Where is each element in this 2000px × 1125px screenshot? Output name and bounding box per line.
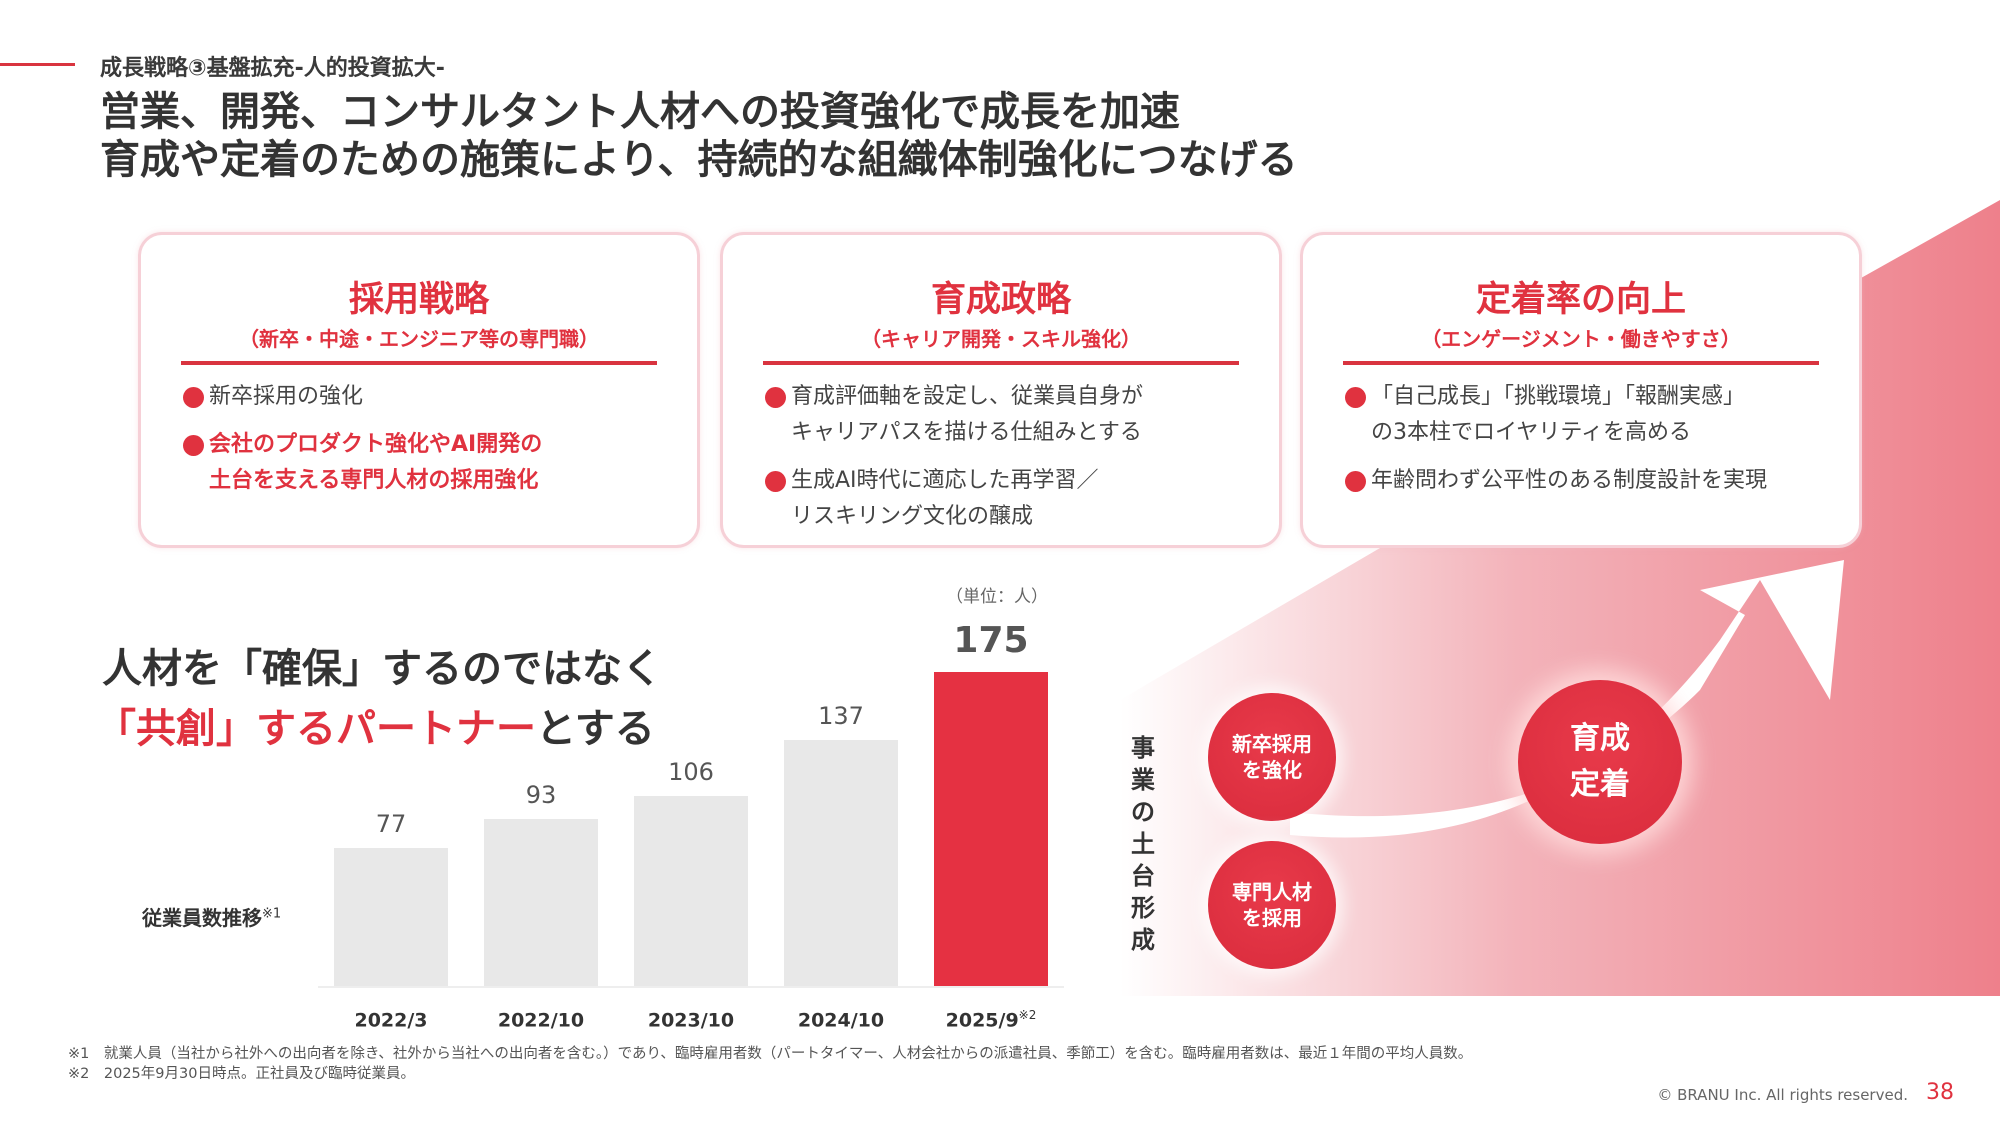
arrow-up-right-icon	[1290, 560, 1844, 838]
bullet-text: 「自己成長」「挑戦環境」「報酬実感」 の3本柱でロイヤリティを高める	[1371, 384, 1746, 445]
chart-unit: （単位：人）	[946, 587, 1048, 607]
circle1-text: 新卒採用 を強化	[1232, 732, 1312, 782]
footnote-1: ※1 就業人員（当社から社外への出向者を除き、社外から当社への出向者を含む。）で…	[68, 1046, 1473, 1062]
circle2-text: 専門人材 を採用	[1232, 880, 1312, 930]
bar-value-label: 93	[525, 781, 557, 810]
category-text: 2022/10	[497, 1009, 585, 1032]
message-highlight: 「共創」するパートナー	[96, 706, 536, 752]
bullet-item: 生成AI時代に適応した再学習／ リスキリング文化の醸成	[765, 463, 1259, 535]
bar-2023/10	[634, 795, 748, 986]
message-rest: とする	[536, 706, 655, 752]
bullet-dot-icon	[1345, 471, 1366, 492]
card-title: 採用戦略	[348, 280, 489, 320]
card-divider	[1343, 361, 1819, 365]
bar-value-label: 106	[668, 757, 714, 786]
title-line-1: 営業、開発、コンサルタント人材への投資強化で成長を加速	[100, 89, 1180, 135]
footnote-2: ※2 2025年9月30日時点。正社員及び臨時従業員。	[68, 1066, 415, 1082]
bar-2024/10	[784, 740, 898, 986]
copyright: © BRANU Inc. All rights reserved.	[1657, 1086, 1908, 1104]
bullet-text: 会社のプロダクト強化やAI開発の 土台を支える専門人材の採用強化	[209, 432, 543, 493]
bullet-dot-icon	[765, 387, 786, 408]
bullet-dot-icon	[183, 435, 204, 456]
card-subtitle: （エンゲージメント・働きやすさ）	[1421, 327, 1741, 351]
chart-ylabel: 従業員数推移※1	[142, 902, 281, 931]
bar-2025/9	[934, 672, 1048, 986]
card-2: 育成政略 （キャリア開発・スキル強化） 育成評価軸を設定し、従業員自身が キャリ…	[720, 232, 1282, 548]
chart-axis	[318, 986, 1064, 988]
card-bullets: 育成評価軸を設定し、従業員自身が キャリアパスを描ける仕組みとする 生成AI時代に…	[765, 379, 1259, 547]
category-note: ※2	[1018, 1008, 1037, 1022]
foundation-label: 事業の土台形成	[1131, 734, 1155, 954]
category-label: 2024/10	[761, 1008, 921, 1031]
message-line-1: 人材を「確保」するのではなく	[102, 646, 662, 692]
card-divider	[763, 361, 1239, 365]
page-title: 営業、開発、コンサルタント人材への投資強化で成長を加速 育成や定着のための施策に…	[100, 88, 1298, 184]
bullet-text: 年齢問わず公平性のある制度設計を実現	[1371, 468, 1768, 493]
bullet-item: 「自己成長」「挑戦環境」「報酬実感」 の3本柱でロイヤリティを高める	[1345, 379, 1839, 451]
bullet-item: 年齢問わず公平性のある制度設計を実現	[1345, 463, 1839, 499]
bar-value-label: 175	[953, 620, 1029, 661]
bullet-item: 育成評価軸を設定し、従業員自身が キャリアパスを描ける仕組みとする	[765, 379, 1259, 451]
bullet-item: 新卒採用の強化	[183, 379, 677, 415]
card-subtitle: （キャリア開発・スキル強化）	[861, 327, 1141, 351]
category-text: 2025/9	[945, 1009, 1019, 1032]
chart-ylabel-note: ※1	[262, 906, 282, 922]
category-text: 2023/10	[647, 1009, 735, 1032]
bar-value-label: 137	[818, 702, 864, 731]
card-title: 育成政略	[930, 280, 1071, 320]
category-label: 2023/10	[611, 1008, 771, 1031]
card-bullets: 「自己成長」「挑戦環境」「報酬実感」 の3本柱でロイヤリティを高める年齢問わず公…	[1345, 379, 1839, 511]
card-divider	[181, 361, 657, 365]
category-text: 2024/10	[797, 1009, 885, 1032]
section-label: 成長戦略③基盤拡充-人的投資拡大-	[100, 56, 445, 81]
page-number: 38	[1926, 1080, 1954, 1105]
message-line-2: 「共創」するパートナーとする	[96, 696, 655, 754]
bullet-text: 生成AI時代に適応した再学習／ リスキリング文化の醸成	[791, 468, 1099, 529]
card-3: 定着率の向上 （エンゲージメント・働きやすさ） 「自己成長」「挑戦環境」「報酬実…	[1300, 232, 1862, 548]
section-marker	[0, 63, 75, 66]
bullet-text: 新卒採用の強化	[209, 384, 364, 409]
category-text: 2022/3	[354, 1009, 428, 1032]
circle-specialist-hiring: 専門人材 を採用	[1208, 841, 1336, 969]
card-bullets: 新卒採用の強化会社のプロダクト強化やAI開発の 土台を支える専門人材の採用強化	[183, 379, 677, 511]
title-line-2: 育成や定着のための施策により、持続的な組織体制強化につなげる	[100, 137, 1298, 183]
bar-2022/3	[334, 847, 448, 986]
chart-ylabel-text: 従業員数推移	[142, 906, 262, 930]
bullet-dot-icon	[765, 471, 786, 492]
bullet-text: 育成評価軸を設定し、従業員自身が キャリアパスを描ける仕組みとする	[791, 384, 1144, 445]
circle-develop-retain: 育成 定着	[1518, 680, 1682, 844]
bar-2022/10	[484, 819, 598, 986]
card-title: 定着率の向上	[1475, 280, 1686, 320]
category-label: 2025/9※2	[911, 1008, 1071, 1031]
circle-new-grad-hiring: 新卒採用 を強化	[1208, 693, 1336, 821]
bullet-item: 会社のプロダクト強化やAI開発の 土台を支える専門人材の採用強化	[183, 427, 677, 499]
bar-value-label: 77	[375, 809, 407, 838]
circle3-text: 育成 定着	[1570, 721, 1630, 802]
bullet-dot-icon	[183, 387, 204, 408]
category-label: 2022/10	[461, 1008, 621, 1031]
category-label: 2022/3	[311, 1008, 471, 1031]
card-subtitle: （新卒・中途・エンジニア等の専門職）	[239, 327, 599, 351]
bullet-dot-icon	[1345, 387, 1366, 408]
card-1: 採用戦略 （新卒・中途・エンジニア等の専門職） 新卒採用の強化会社のプロダクト強…	[138, 232, 700, 548]
